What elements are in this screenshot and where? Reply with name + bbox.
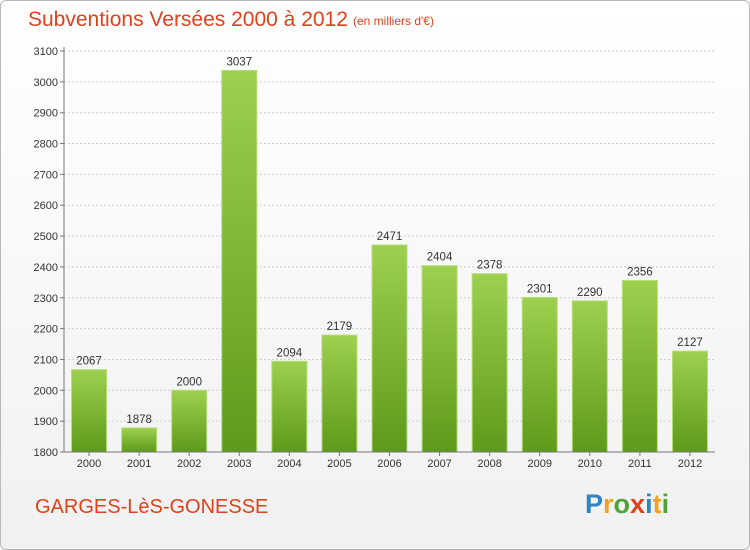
y-tick-label: 2700	[34, 169, 58, 181]
x-tick-label: 2002	[177, 458, 201, 470]
bar-value-label: 2179	[327, 321, 353, 333]
y-tick-label: 1900	[34, 416, 58, 428]
y-tick-label: 2200	[34, 324, 58, 336]
bar-value-label: 2127	[677, 337, 703, 349]
bar-value-label: 2301	[527, 283, 553, 295]
bar	[621, 279, 658, 453]
bar	[121, 427, 158, 453]
logo-letter: i	[661, 489, 670, 519]
x-tick-label: 2007	[427, 458, 451, 470]
y-tick-label: 2100	[34, 354, 58, 366]
bar-value-label: 3037	[226, 56, 252, 68]
bar	[221, 69, 258, 453]
x-tick-label: 2012	[678, 458, 702, 470]
x-tick-label: 2008	[477, 458, 501, 470]
x-tick-label: 2005	[327, 458, 351, 470]
x-tick-label: 2010	[578, 458, 602, 470]
bar	[321, 334, 358, 453]
bar	[171, 389, 208, 453]
bar-value-label: 2471	[377, 231, 403, 243]
x-tick-label: 2000	[77, 458, 101, 470]
x-tick-label: 2004	[277, 458, 301, 470]
commune-name: GARGES-LèS-GONESSE	[35, 496, 269, 518]
bar	[71, 369, 108, 453]
y-tick-label: 2300	[34, 293, 58, 305]
logo-letter: o	[613, 489, 631, 519]
bar	[471, 273, 508, 453]
bar-value-label: 2067	[76, 356, 102, 368]
bar-value-label: 2000	[176, 376, 202, 388]
bar	[421, 265, 458, 453]
x-tick-label: 2011	[628, 458, 652, 470]
y-tick-label: 2000	[34, 385, 58, 397]
bar-value-label: 2094	[277, 347, 303, 359]
y-tick-label: 1800	[34, 447, 58, 459]
bars	[71, 69, 708, 453]
proxiti-logo: Proxiti	[585, 489, 669, 520]
y-tick-label: 3000	[34, 77, 58, 89]
bar-value-label: 2290	[577, 287, 603, 299]
chart-subtitle: (en milliers d'€)	[353, 14, 434, 28]
x-tick-label: 2001	[127, 458, 151, 470]
axes	[60, 47, 715, 456]
y-tick-label: 2400	[34, 262, 58, 274]
bar-value-label: 2378	[477, 260, 503, 272]
bar-value-label: 2404	[427, 252, 453, 264]
x-tick-label: 2006	[377, 458, 401, 470]
logo-letter: x	[630, 489, 646, 519]
y-tick-label: 2900	[34, 108, 58, 120]
bar-value-label: 2356	[627, 266, 653, 278]
y-tick-label: 2500	[34, 231, 58, 243]
bar	[571, 300, 608, 453]
x-tick-label: 2009	[527, 458, 551, 470]
bar-value-label: 1878	[126, 414, 152, 426]
logo-letter: i	[645, 489, 653, 519]
x-tick-label: 2003	[227, 458, 251, 470]
y-tick-label: 3100	[34, 46, 58, 58]
labels: 1800 1900 2000 2100 2200 2300 2400 2500 2600 2700…	[34, 46, 703, 470]
chart-title: Subventions Versées 2000 à 2012	[28, 8, 348, 31]
bar	[671, 350, 708, 453]
logo-letter: P	[585, 489, 604, 519]
logo-letter: t	[652, 489, 662, 519]
bar	[271, 360, 308, 453]
y-tick-label: 2800	[34, 139, 58, 151]
logo-letter: r	[603, 489, 614, 519]
bar	[521, 296, 558, 453]
bar	[371, 244, 408, 453]
y-tick-label: 2600	[34, 200, 58, 212]
